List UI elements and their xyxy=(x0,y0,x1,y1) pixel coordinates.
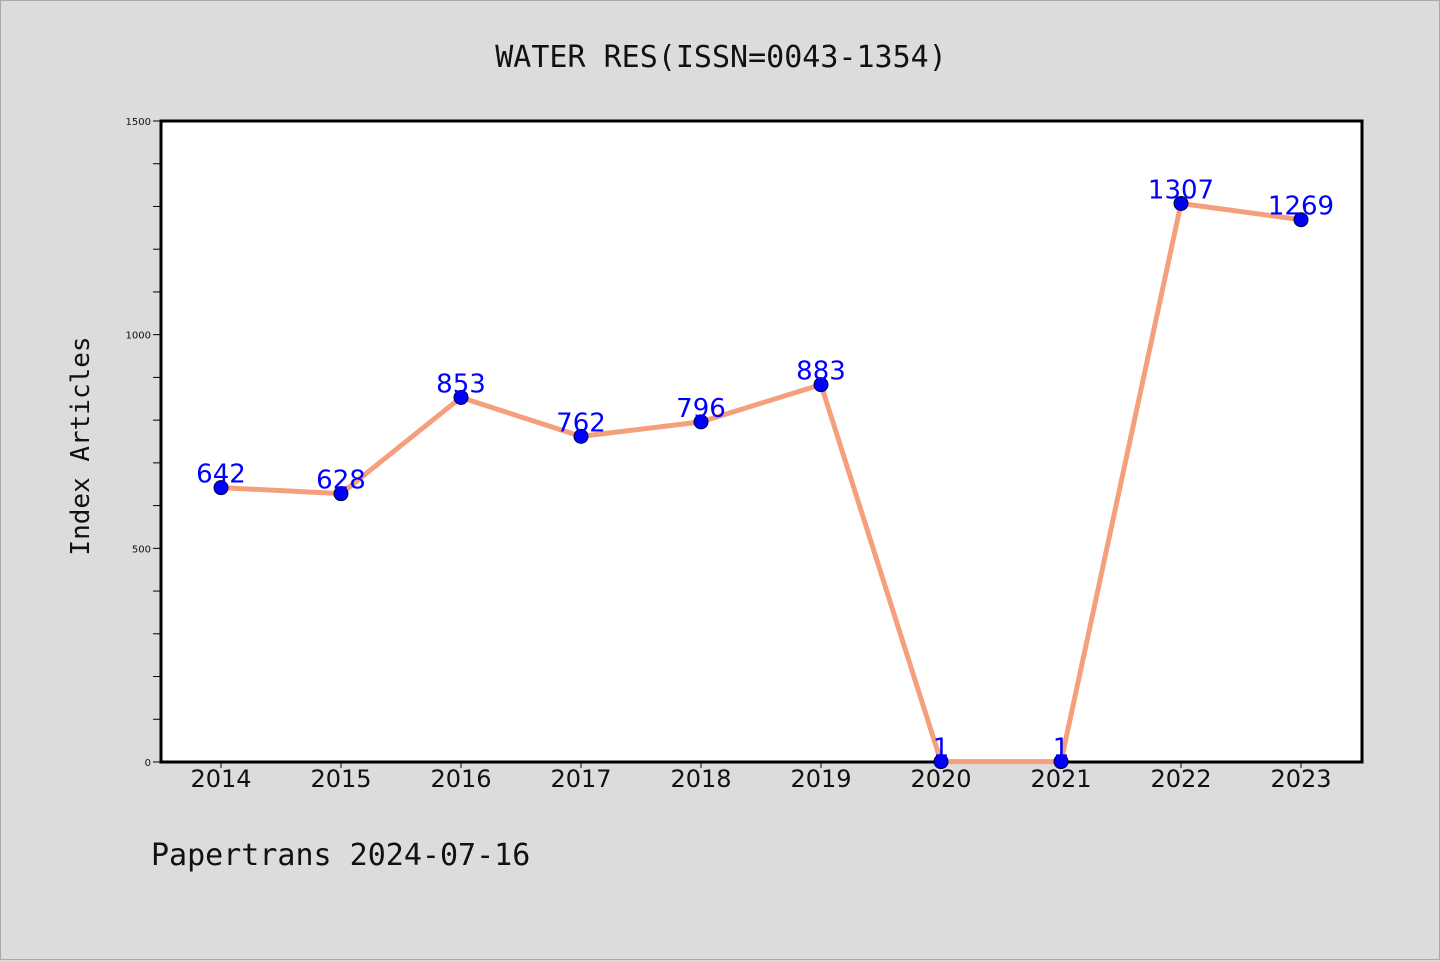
x-tick-label: 2023 xyxy=(1270,765,1331,793)
series-line-segment xyxy=(458,394,584,439)
series-line-segment xyxy=(578,419,704,439)
data-label-2017: 762 xyxy=(556,408,606,438)
data-label-2019: 883 xyxy=(796,357,846,387)
data-point-2014 xyxy=(213,480,229,496)
x-tick-label: 2021 xyxy=(1030,765,1091,793)
data-point-2019 xyxy=(813,377,829,393)
data-label-2016: 853 xyxy=(436,369,486,399)
series-lines xyxy=(218,200,1304,765)
series-line-segment xyxy=(818,382,944,765)
footer-text: Papertrans 2024-07-16 xyxy=(151,838,530,873)
series-line-segment xyxy=(218,485,344,497)
series-line-segment xyxy=(1058,200,1184,765)
data-label-2022: 1307 xyxy=(1148,175,1214,205)
data-labels: 642 628 853 762 796 883 1 1 1307 1269 xyxy=(196,175,1334,763)
x-tick-label: 2015 xyxy=(310,765,371,793)
x-tick-label: 2019 xyxy=(790,765,851,793)
series-line-segment xyxy=(1178,200,1304,223)
y-axis-label: Index Articles xyxy=(66,336,96,555)
data-point-2023 xyxy=(1293,212,1309,228)
x-axis-ticks: 2014 2015 2016 2017 2018 2019 2020 2021 2022 2023 xyxy=(190,762,1332,793)
data-label-2015: 628 xyxy=(316,466,366,496)
data-point-2015 xyxy=(333,486,349,502)
data-label-2018: 796 xyxy=(676,394,726,424)
data-label-2014: 642 xyxy=(196,460,246,490)
data-markers xyxy=(213,195,1309,770)
x-tick-label: 2016 xyxy=(430,765,491,793)
series-line-segment xyxy=(698,382,824,425)
x-tick-label: 2017 xyxy=(550,765,611,793)
data-label-2020: 1 xyxy=(933,734,950,764)
data-point-2016 xyxy=(453,389,469,405)
x-tick-label: 2014 xyxy=(190,765,251,793)
x-tick-label: 2022 xyxy=(1150,765,1211,793)
y-axis-ticks: 0 500 1000 1500 xyxy=(126,117,161,769)
y-tick-label: 1500 xyxy=(126,117,151,128)
chart-title: WATER RES(ISSN=0043-1354) xyxy=(495,40,947,75)
data-label-2023: 1269 xyxy=(1268,192,1334,222)
series-line-segment xyxy=(338,394,464,497)
data-label-2021: 1 xyxy=(1053,734,1070,764)
data-point-2017 xyxy=(573,428,589,444)
plot-area xyxy=(159,119,1364,764)
x-tick-label: 2020 xyxy=(910,765,971,793)
y-tick-label: 500 xyxy=(132,544,151,555)
data-point-2021 xyxy=(1053,754,1069,770)
y-tick-label: 0 xyxy=(145,758,151,769)
x-tick-label: 2018 xyxy=(670,765,731,793)
y-tick-label: 1000 xyxy=(126,331,151,342)
data-point-2018 xyxy=(693,414,709,430)
data-point-2022 xyxy=(1173,195,1189,211)
data-point-2020 xyxy=(933,754,949,770)
